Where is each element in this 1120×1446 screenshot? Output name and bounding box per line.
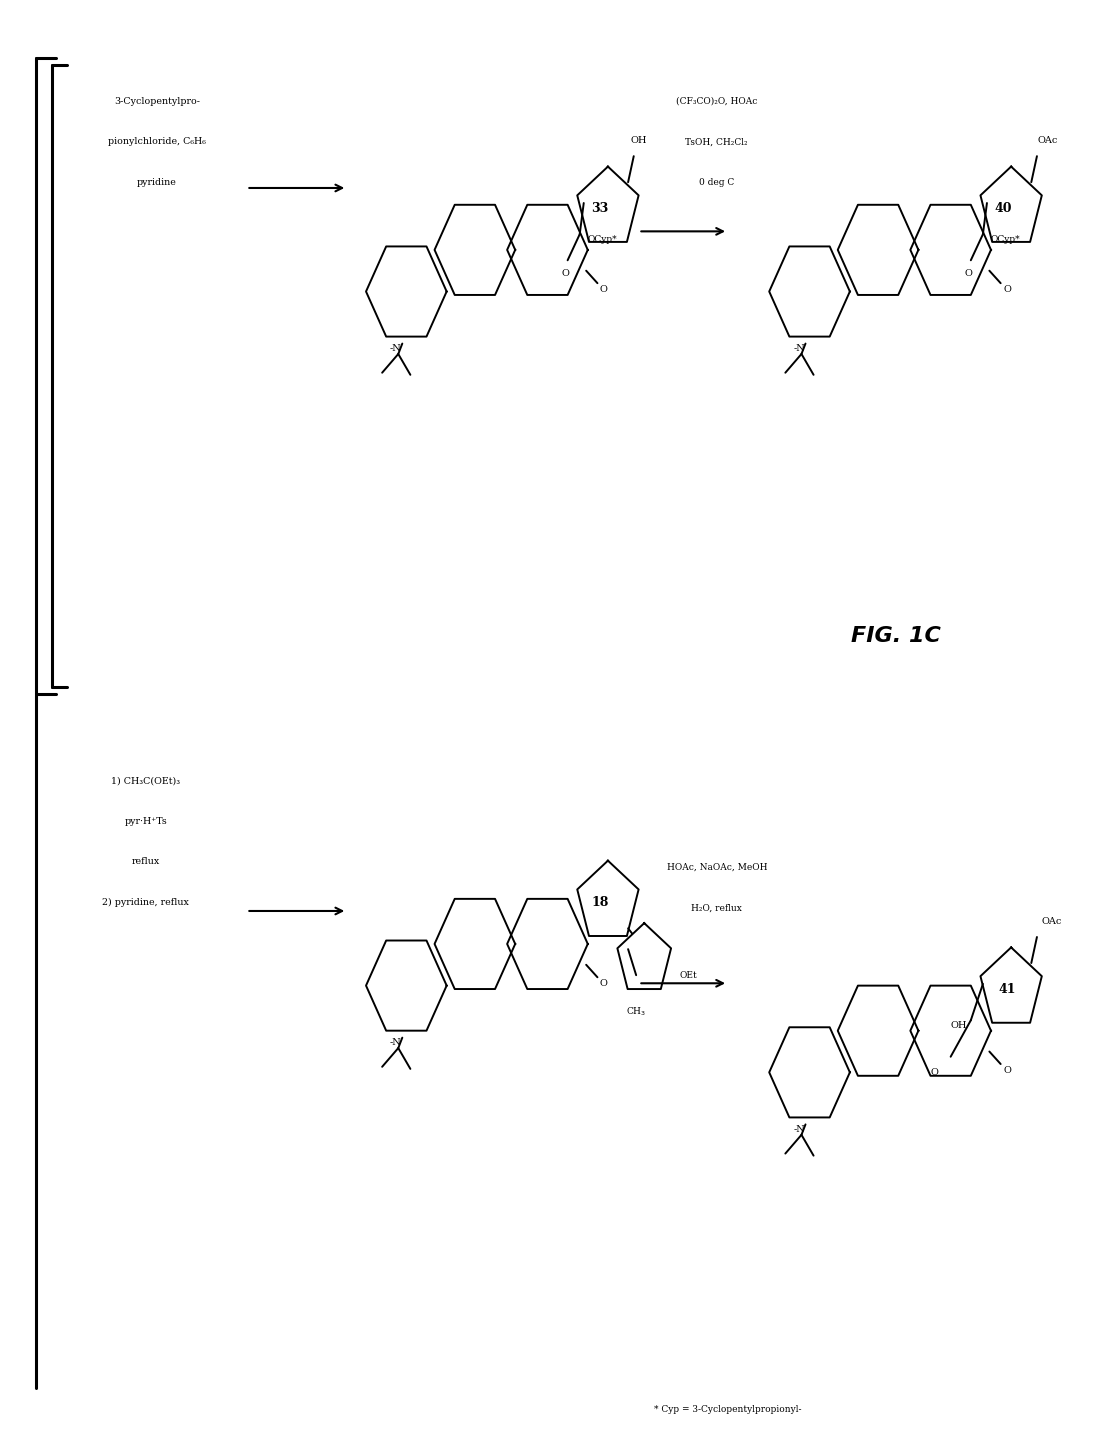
Text: OH: OH xyxy=(951,1021,967,1030)
Text: HOAc, NaOAc, MeOH: HOAc, NaOAc, MeOH xyxy=(666,863,767,872)
Text: -N: -N xyxy=(793,344,805,353)
Text: * Cyp = 3-Cyclopentylpropionyl-: * Cyp = 3-Cyclopentylpropionyl- xyxy=(654,1406,802,1414)
Text: OAc: OAc xyxy=(1042,917,1062,925)
Text: 33: 33 xyxy=(591,202,608,214)
Text: O: O xyxy=(600,285,608,294)
Text: pionylchloride, C₆H₆: pionylchloride, C₆H₆ xyxy=(108,137,206,146)
Text: OCyp*: OCyp* xyxy=(991,234,1020,244)
Text: O: O xyxy=(1004,1066,1011,1074)
Text: OCyp*: OCyp* xyxy=(588,234,617,244)
Text: CH$_3$: CH$_3$ xyxy=(626,1005,646,1018)
Text: 41: 41 xyxy=(998,983,1016,995)
Text: O: O xyxy=(1004,285,1011,294)
Text: OEt: OEt xyxy=(680,970,698,980)
Text: 2) pyridine, reflux: 2) pyridine, reflux xyxy=(102,898,189,907)
Text: H₂O, reflux: H₂O, reflux xyxy=(691,904,743,912)
Text: -N: -N xyxy=(390,344,402,353)
Text: 40: 40 xyxy=(995,202,1011,214)
Text: OH: OH xyxy=(631,136,647,145)
Text: -N: -N xyxy=(793,1125,805,1134)
Text: 18: 18 xyxy=(591,897,608,908)
Text: pyr·H⁺Ts: pyr·H⁺Ts xyxy=(124,817,167,826)
Text: reflux: reflux xyxy=(131,857,160,866)
Text: FIG. 1C: FIG. 1C xyxy=(851,626,941,646)
Text: -N: -N xyxy=(390,1038,402,1047)
Text: 3-Cyclopentylpro-: 3-Cyclopentylpro- xyxy=(114,97,199,106)
Text: 1) CH₃C(OEt)₃: 1) CH₃C(OEt)₃ xyxy=(111,777,180,785)
Text: TsOH, CH₂Cl₂: TsOH, CH₂Cl₂ xyxy=(685,137,748,146)
Text: OAc: OAc xyxy=(1037,136,1057,145)
Text: (CF₃CO)₂O, HOAc: (CF₃CO)₂O, HOAc xyxy=(676,97,757,106)
Text: O: O xyxy=(964,269,972,278)
Text: O: O xyxy=(561,269,569,278)
Text: pyridine: pyridine xyxy=(137,178,177,187)
Text: O: O xyxy=(600,979,608,988)
Text: O: O xyxy=(931,1067,939,1077)
Text: 0 deg C: 0 deg C xyxy=(699,178,735,187)
